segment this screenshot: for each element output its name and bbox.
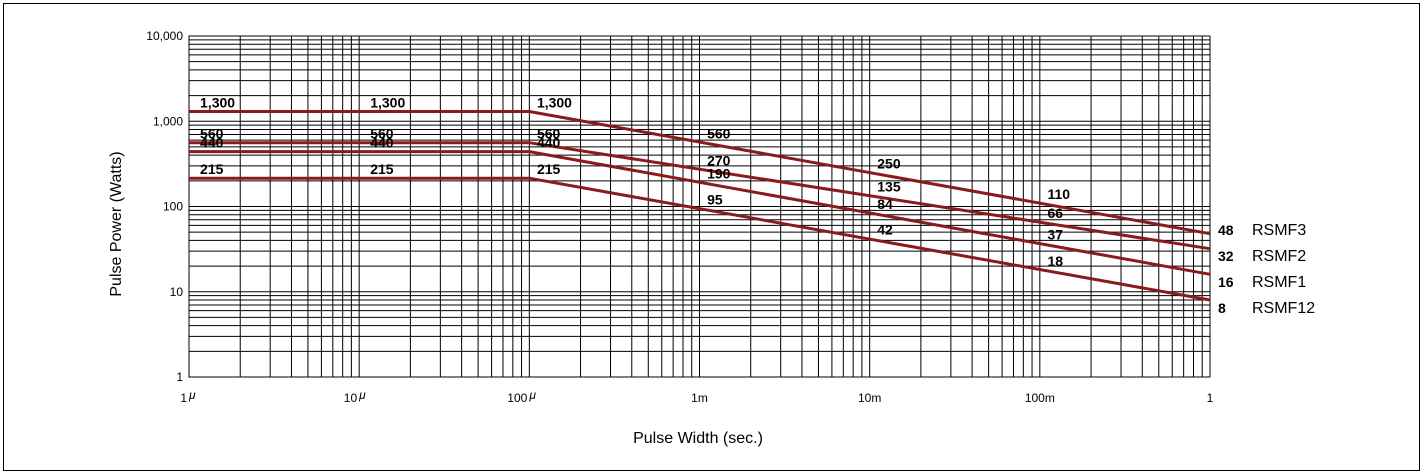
data-label: 1,300 <box>537 95 572 111</box>
data-label: 1,300 <box>200 95 235 111</box>
data-label: 84 <box>877 196 893 212</box>
series-end-value: 16 <box>1218 274 1234 290</box>
y-axis-title: Pulse Power (Watts) <box>108 151 125 296</box>
data-label: 18 <box>1047 253 1063 269</box>
series-end-value: 32 <box>1218 248 1234 264</box>
data-label: 37 <box>1047 226 1063 242</box>
y-tick-label: 10,000 <box>146 29 183 43</box>
data-label: 250 <box>877 156 901 172</box>
data-label: 66 <box>1047 205 1063 221</box>
series-name-rsmf3: RSMF3 <box>1252 222 1306 239</box>
data-label: 560 <box>707 126 731 142</box>
y-tick-label: 10 <box>170 285 184 299</box>
series-end-value: 48 <box>1218 222 1234 238</box>
x-tick-label: 1 <box>180 391 187 405</box>
x-tick-label: 100m <box>1025 391 1055 405</box>
data-label: 42 <box>877 222 893 238</box>
data-label: 440 <box>370 135 394 151</box>
data-label: 135 <box>877 178 901 194</box>
y-tick-label: 1,000 <box>153 114 183 128</box>
data-label: 440 <box>537 135 561 151</box>
data-label: 440 <box>200 135 224 151</box>
x-tick-label: 1m <box>691 391 708 405</box>
x-tick-label: 100 <box>507 391 527 405</box>
series-end-labels: 48 RSMF3 32 RSMF2 16 RSMF1 8 RSMF12 <box>1218 222 1315 317</box>
data-label: 110 <box>1047 186 1070 202</box>
chart-frame: 1,300 1,300 1,300 560 250 110 560 560 560 270 135 6… <box>3 3 1420 471</box>
data-label: 215 <box>200 161 224 177</box>
y-tick-label: 1 <box>176 370 183 384</box>
data-label: 95 <box>707 191 723 207</box>
x-tick-label: 10 <box>344 391 358 405</box>
x-tick-label: 10m <box>858 391 881 405</box>
series-name-rsmf12: RSMF12 <box>1252 300 1315 317</box>
x-tick-micro-symbol: μ <box>358 388 366 402</box>
x-tick-micro-symbol: μ <box>528 388 536 402</box>
series-name-rsmf1: RSMF1 <box>1252 274 1306 291</box>
x-tick-label: 1 <box>1207 391 1214 405</box>
data-label: 215 <box>537 161 561 177</box>
x-axis-title: Pulse Width (sec.) <box>633 430 763 447</box>
data-label: 190 <box>707 166 731 182</box>
data-label: 215 <box>370 161 394 177</box>
series-end-value: 8 <box>1218 300 1226 316</box>
x-tick-micro-symbol: μ <box>188 388 196 402</box>
y-tick-label: 100 <box>163 200 183 214</box>
data-label: 1,300 <box>370 95 405 111</box>
series-name-rsmf2: RSMF2 <box>1252 248 1306 265</box>
